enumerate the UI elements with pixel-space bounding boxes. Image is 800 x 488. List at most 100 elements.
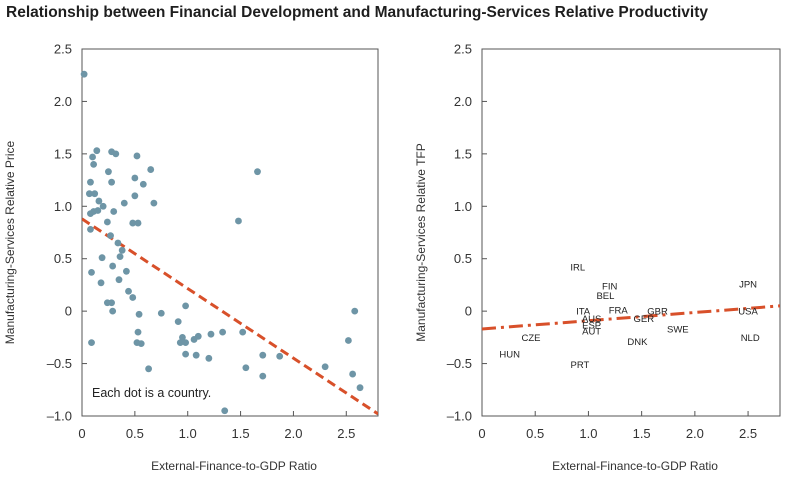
chart-panel-1: 2.5 2.0 1.5 1.0 0.5 0 –0.5 –1.0 0 0.5 1.0 1.5 2.0 2.5… bbox=[3, 42, 379, 473]
x-tick-label: 1.0 bbox=[179, 426, 197, 441]
x-tick-label: 2.5 bbox=[337, 426, 355, 441]
country-label: USA bbox=[738, 307, 758, 318]
data-point bbox=[356, 384, 364, 392]
data-point bbox=[109, 262, 117, 270]
data-point bbox=[98, 254, 106, 262]
data-point bbox=[94, 207, 102, 214]
y-tick-label: 0 bbox=[465, 304, 472, 319]
y-tick-label: –0.5 bbox=[47, 356, 72, 371]
data-point bbox=[259, 372, 267, 380]
data-point bbox=[131, 174, 139, 182]
data-point bbox=[137, 340, 145, 348]
y-tick-label: 2.5 bbox=[54, 42, 72, 57]
data-point bbox=[123, 267, 130, 275]
data-point bbox=[147, 166, 155, 173]
data-point bbox=[145, 365, 153, 373]
data-point bbox=[182, 302, 190, 310]
country-label: ESP bbox=[582, 320, 601, 331]
x-axis-title: External-Finance-to-GDP Ratio bbox=[552, 459, 718, 473]
y-tick-label: 0 bbox=[65, 304, 72, 319]
data-point bbox=[205, 354, 213, 362]
data-point bbox=[91, 190, 99, 198]
data-point bbox=[108, 299, 115, 307]
y-tick-label: –1.0 bbox=[47, 409, 72, 424]
data-point bbox=[116, 253, 124, 261]
x-tick-label: 1.0 bbox=[579, 426, 597, 441]
x-tick-label: 0.5 bbox=[126, 426, 144, 441]
y-tick-label: 1.5 bbox=[454, 146, 472, 161]
data-point bbox=[95, 197, 103, 205]
x-tick-label: 2.5 bbox=[739, 426, 757, 441]
country-label: HUN bbox=[499, 350, 520, 361]
country-label: AUT bbox=[582, 327, 601, 338]
data-point bbox=[99, 202, 107, 210]
data-point bbox=[114, 239, 122, 247]
y-tick-label: 1.0 bbox=[454, 199, 472, 214]
data-point bbox=[221, 407, 229, 415]
x-axis-title: External-Finance-to-GDP Ratio bbox=[151, 459, 317, 473]
data-point bbox=[345, 337, 352, 344]
country-label: PRT bbox=[570, 360, 589, 371]
country-label: AUS bbox=[582, 314, 602, 325]
y-tick-label: 0.5 bbox=[454, 251, 472, 266]
data-point bbox=[109, 307, 117, 315]
x-tick-label: 1.5 bbox=[633, 426, 651, 441]
data-point bbox=[235, 217, 242, 225]
data-point bbox=[118, 246, 126, 254]
annotation-note: Each dot is a country. bbox=[92, 386, 211, 400]
y-tick-label: –0.5 bbox=[447, 356, 472, 371]
data-point bbox=[174, 318, 182, 326]
data-point bbox=[242, 364, 250, 372]
data-point bbox=[108, 178, 115, 186]
data-point bbox=[259, 351, 267, 359]
data-point bbox=[110, 208, 118, 215]
data-point bbox=[176, 339, 184, 346]
data-point bbox=[93, 147, 101, 155]
x-tick-label: 1.5 bbox=[232, 426, 250, 441]
y-axis-title: Manufacturing-Services Relative TFP bbox=[414, 143, 428, 342]
x-tick-label: 0 bbox=[478, 426, 485, 441]
data-point bbox=[134, 328, 142, 336]
data-point bbox=[129, 294, 137, 301]
data-point bbox=[87, 178, 94, 186]
data-point bbox=[80, 70, 88, 78]
data-point bbox=[321, 363, 329, 371]
country-label: GER bbox=[633, 314, 654, 325]
data-point bbox=[105, 168, 112, 176]
country-label: ITA bbox=[576, 307, 591, 318]
data-point bbox=[150, 199, 158, 207]
country-label: BEL bbox=[596, 291, 614, 302]
country-label: NLD bbox=[741, 333, 760, 344]
country-label: DNK bbox=[627, 337, 648, 348]
y-tick-label: 0.5 bbox=[54, 251, 72, 266]
data-point bbox=[276, 352, 284, 360]
x-tick-label: 2.0 bbox=[284, 426, 302, 441]
data-point bbox=[349, 370, 357, 378]
country-label: GBR bbox=[647, 307, 668, 318]
plot-frame bbox=[481, 48, 781, 417]
chart-title: Relationship between Financial Developme… bbox=[6, 4, 708, 21]
data-point bbox=[254, 168, 261, 176]
data-point bbox=[194, 332, 202, 340]
data-point bbox=[88, 268, 95, 276]
country-label: CZE bbox=[521, 333, 540, 344]
data-point bbox=[239, 328, 247, 336]
data-point bbox=[86, 190, 93, 198]
data-point bbox=[182, 339, 190, 346]
data-point bbox=[112, 150, 120, 158]
y-axis-title: Manufacturing-Services Relative Price bbox=[3, 140, 17, 344]
data-point bbox=[182, 350, 190, 358]
data-point bbox=[351, 307, 359, 315]
data-point bbox=[135, 310, 143, 318]
data-point bbox=[139, 180, 147, 188]
chart-panel-2: 2.5 2.0 1.5 1.0 0.5 0 –0.5 –1.0 0 0.5 1.0 1.5 2.0 2.5… bbox=[414, 42, 781, 473]
data-point bbox=[88, 339, 95, 346]
data-point bbox=[90, 160, 98, 168]
data-point bbox=[97, 279, 105, 287]
data-point bbox=[87, 225, 94, 233]
y-tick-label: 2.0 bbox=[54, 94, 72, 109]
data-point bbox=[131, 192, 139, 200]
data-point bbox=[219, 328, 227, 336]
data-point bbox=[125, 287, 132, 295]
